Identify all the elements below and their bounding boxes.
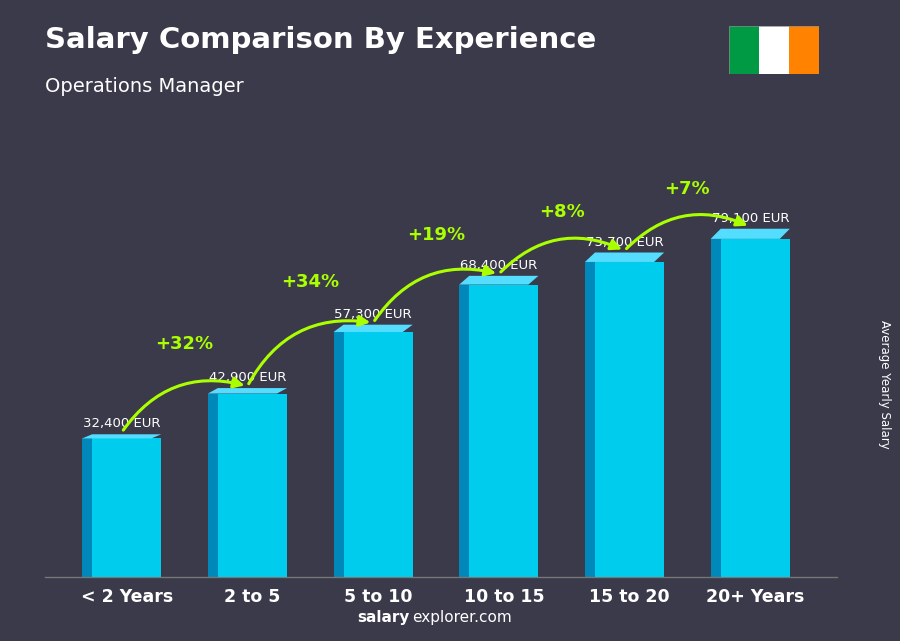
Text: +8%: +8% <box>539 203 585 221</box>
Polygon shape <box>334 325 413 332</box>
Polygon shape <box>208 388 287 394</box>
Text: +34%: +34% <box>281 273 339 291</box>
Bar <box>585 262 595 577</box>
Bar <box>208 394 218 577</box>
Text: 68,400 EUR: 68,400 EUR <box>460 259 537 272</box>
Bar <box>595 262 664 577</box>
Text: 32,400 EUR: 32,400 EUR <box>83 417 160 431</box>
Polygon shape <box>459 276 538 285</box>
Bar <box>721 239 790 577</box>
Text: 73,700 EUR: 73,700 EUR <box>586 236 663 249</box>
Bar <box>92 438 161 577</box>
Bar <box>469 285 538 577</box>
Bar <box>218 394 287 577</box>
Bar <box>789 26 819 74</box>
Bar <box>82 438 92 577</box>
Polygon shape <box>585 253 664 262</box>
Text: 79,100 EUR: 79,100 EUR <box>712 212 789 225</box>
Text: salary: salary <box>357 610 410 625</box>
Text: +19%: +19% <box>407 226 465 244</box>
Bar <box>344 332 413 577</box>
Text: explorer.com: explorer.com <box>412 610 512 625</box>
Text: +32%: +32% <box>156 335 213 353</box>
Text: +7%: +7% <box>664 180 710 198</box>
Text: 57,300 EUR: 57,300 EUR <box>334 308 412 321</box>
Text: Salary Comparison By Experience: Salary Comparison By Experience <box>45 26 596 54</box>
Bar <box>759 26 789 74</box>
Text: Average Yearly Salary: Average Yearly Salary <box>878 320 890 449</box>
Bar <box>459 285 469 577</box>
Polygon shape <box>82 435 161 438</box>
Polygon shape <box>711 229 790 239</box>
Bar <box>334 332 344 577</box>
Text: Operations Manager: Operations Manager <box>45 77 244 96</box>
Bar <box>729 26 759 74</box>
Text: 42,900 EUR: 42,900 EUR <box>209 371 286 384</box>
Bar <box>711 239 721 577</box>
